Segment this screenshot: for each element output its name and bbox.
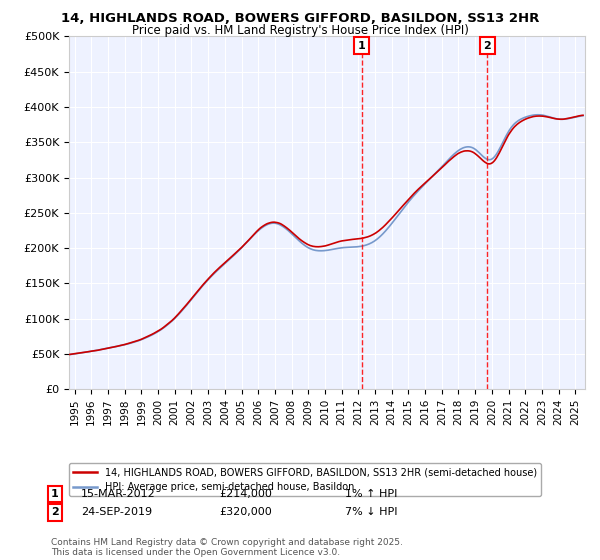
- Text: 1: 1: [358, 40, 365, 50]
- Text: Contains HM Land Registry data © Crown copyright and database right 2025.
This d: Contains HM Land Registry data © Crown c…: [51, 538, 403, 557]
- Text: £320,000: £320,000: [219, 507, 272, 517]
- Text: 2: 2: [51, 507, 59, 517]
- Text: 7% ↓ HPI: 7% ↓ HPI: [345, 507, 398, 517]
- Text: 15-MAR-2012: 15-MAR-2012: [81, 489, 156, 499]
- Text: 2: 2: [484, 40, 491, 50]
- Text: 14, HIGHLANDS ROAD, BOWERS GIFFORD, BASILDON, SS13 2HR: 14, HIGHLANDS ROAD, BOWERS GIFFORD, BASI…: [61, 12, 539, 25]
- Text: 1: 1: [51, 489, 59, 499]
- Legend: 14, HIGHLANDS ROAD, BOWERS GIFFORD, BASILDON, SS13 2HR (semi-detached house), HP: 14, HIGHLANDS ROAD, BOWERS GIFFORD, BASI…: [69, 463, 541, 496]
- Text: £214,000: £214,000: [219, 489, 272, 499]
- Text: 24-SEP-2019: 24-SEP-2019: [81, 507, 152, 517]
- Text: 1% ↑ HPI: 1% ↑ HPI: [345, 489, 397, 499]
- Text: Price paid vs. HM Land Registry's House Price Index (HPI): Price paid vs. HM Land Registry's House …: [131, 24, 469, 37]
